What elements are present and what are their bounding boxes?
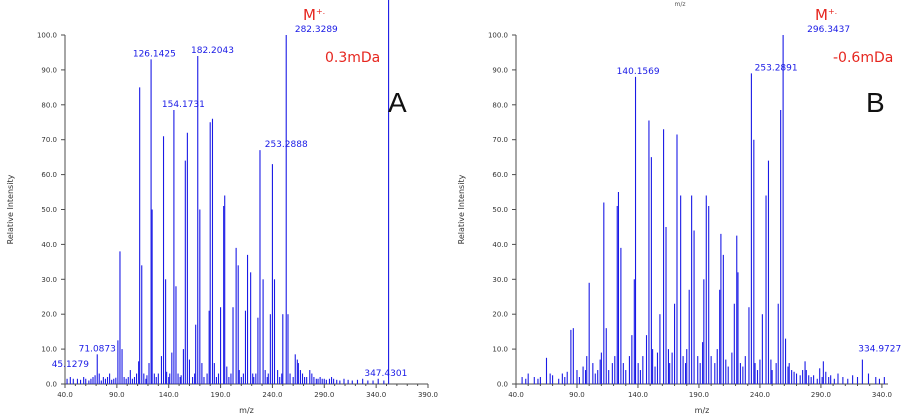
x-tick-label: 140.0 bbox=[628, 391, 648, 399]
peak-label: 126.1425 bbox=[133, 49, 176, 59]
y-tick-label: 70.0 bbox=[41, 136, 57, 144]
molecular-ion-charge: +. bbox=[828, 7, 837, 16]
peak-label: 334.9727 bbox=[858, 345, 901, 355]
y-tick-label: 10.0 bbox=[41, 346, 57, 354]
x-tick-label: 390.0 bbox=[418, 391, 438, 399]
y-tick-label: 60.0 bbox=[41, 171, 57, 179]
x-tick-label: 40.0 bbox=[57, 391, 73, 399]
peak-label: 347.4301 bbox=[364, 369, 407, 379]
stray-mz-label: m/z bbox=[674, 1, 685, 8]
y-tick-label: 80.0 bbox=[41, 101, 57, 109]
peak-label: 154.1731 bbox=[162, 100, 205, 110]
molecular-ion-charge: +. bbox=[316, 7, 325, 16]
x-axis-title: m/z bbox=[239, 406, 254, 415]
peak-label: 253.2888 bbox=[265, 140, 308, 150]
spectrum-panel-b: 0.0 10.0 20.0 30.0 40.0 50.0 60.0 70.0 80.0 90.0 1… bbox=[457, 6, 901, 415]
y-tick-label: 30.0 bbox=[41, 276, 57, 284]
x-tick-label: 90.0 bbox=[109, 391, 125, 399]
y-tick-label: 80.0 bbox=[492, 101, 508, 109]
peak-label: 140.1569 bbox=[617, 67, 660, 77]
mass-error-label: 0.3mDa bbox=[325, 50, 380, 66]
peak-label: 296.3437 bbox=[807, 25, 850, 35]
panel-letter: A bbox=[388, 87, 407, 118]
peak-label: 282.3289 bbox=[295, 25, 338, 35]
x-tick-label: 190.0 bbox=[689, 391, 709, 399]
y-tick-label: 10.0 bbox=[492, 346, 508, 354]
x-tick-label: 340.0 bbox=[366, 391, 386, 399]
y-tick-label: 40.0 bbox=[492, 241, 508, 249]
y-tick-label: 90.0 bbox=[492, 66, 508, 74]
molecular-ion-label: M+. bbox=[815, 6, 837, 24]
y-tick-label: 50.0 bbox=[492, 206, 508, 214]
y-tick-label: 50.0 bbox=[41, 206, 57, 214]
x-tick-label: 290.0 bbox=[314, 391, 334, 399]
y-tick-label: 100.0 bbox=[37, 32, 57, 40]
y-tick-label: 100.0 bbox=[488, 32, 508, 40]
y-tick-label: 20.0 bbox=[492, 311, 508, 319]
y-tick-label: 90.0 bbox=[41, 66, 57, 74]
x-tick-label: 290.0 bbox=[811, 391, 831, 399]
y-axis-title: Relative Intensity bbox=[6, 174, 15, 244]
spectrum-panel-a: 0.0 10.0 20.0 30.0 40.0 50.0 60.0 70.0 80.0 90.0 1… bbox=[6, 0, 438, 415]
y-tick-label: 70.0 bbox=[492, 136, 508, 144]
peak-label: 182.2043 bbox=[191, 46, 234, 56]
y-tick-label: 30.0 bbox=[492, 276, 508, 284]
y-tick-label: 0.0 bbox=[497, 381, 508, 389]
y-tick-label: 40.0 bbox=[41, 241, 57, 249]
molecular-ion-symbol: M bbox=[815, 6, 828, 24]
peak-label: 71.0873 bbox=[79, 344, 116, 354]
molecular-ion-label: M+. bbox=[303, 6, 325, 24]
x-tick-label: 340.0 bbox=[872, 391, 892, 399]
y-tick-label: 20.0 bbox=[41, 311, 57, 319]
mass-error-label: -0.6mDa bbox=[833, 50, 893, 66]
x-tick-label: 40.0 bbox=[508, 391, 524, 399]
panel-letter: B bbox=[866, 87, 885, 118]
x-tick-label: 140.0 bbox=[159, 391, 179, 399]
molecular-ion-symbol: M bbox=[303, 6, 316, 24]
peak-label: 45.1279 bbox=[52, 360, 89, 370]
x-tick-label: 240.0 bbox=[750, 391, 770, 399]
x-tick-label: 90.0 bbox=[569, 391, 585, 399]
x-tick-label: 190.0 bbox=[211, 391, 231, 399]
x-axis-title: m/z bbox=[695, 406, 710, 415]
y-tick-label: 0.0 bbox=[46, 381, 57, 389]
x-tick-label: 240.0 bbox=[262, 391, 282, 399]
peak-label: 253.2891 bbox=[755, 63, 798, 73]
y-tick-label: 60.0 bbox=[492, 171, 508, 179]
y-axis-title: Relative Intensity bbox=[457, 174, 466, 244]
